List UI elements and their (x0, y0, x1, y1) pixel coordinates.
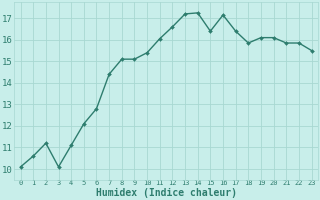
X-axis label: Humidex (Indice chaleur): Humidex (Indice chaleur) (96, 188, 236, 198)
